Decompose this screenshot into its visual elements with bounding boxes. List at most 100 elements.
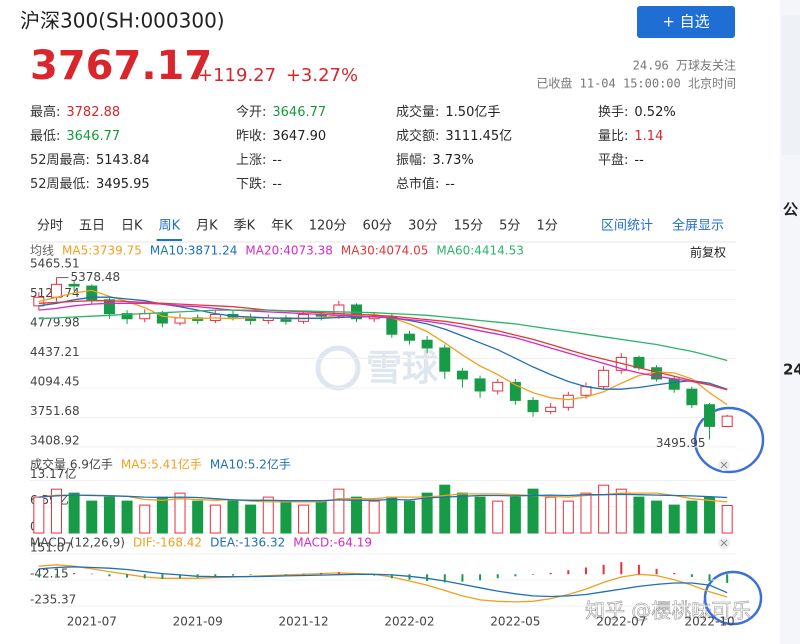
status: 已收盘 11-04 15:00:00 北京时间	[536, 76, 736, 91]
volume-bar	[121, 500, 133, 534]
volume-bar	[86, 500, 98, 534]
legend-entry: MA10:5.2亿手	[210, 457, 291, 472]
legend-entry: MACD (12,26,9)	[30, 536, 125, 550]
candle-body	[156, 313, 168, 324]
legend-entry: MA20:4073.38	[245, 244, 333, 258]
stat-label: 换手:	[598, 105, 628, 120]
stat-label: 振幅:	[396, 153, 426, 168]
follow-button[interactable]	[637, 6, 735, 38]
change-pct: +3.27%	[286, 65, 358, 86]
stat-value: 3111.45亿	[445, 129, 512, 144]
tab[interactable]: 5分	[499, 219, 520, 234]
indicator-line	[38, 564, 728, 603]
stat: 最高: 3782.88	[30, 104, 120, 120]
close-icon[interactable]	[718, 537, 730, 549]
volume-bar	[527, 488, 539, 534]
stat-label: 成交量:	[396, 104, 439, 120]
adjust-mode[interactable]: 前复权	[690, 245, 726, 260]
tab-action[interactable]: 全屏显示	[672, 218, 724, 234]
side-card	[782, 15, 800, 155]
tab[interactable]: 分时	[37, 219, 63, 234]
highlight-circle	[703, 570, 763, 626]
volume-bar	[668, 504, 680, 534]
stat-label: 52周最高:	[30, 152, 90, 168]
indicator-line	[38, 566, 728, 598]
follow-button-label[interactable]: + 自选	[662, 13, 709, 31]
volume-bar	[580, 492, 592, 534]
tab[interactable]: 周K	[159, 219, 181, 234]
stat: 52周最低: 3495.95	[30, 177, 150, 192]
tab[interactable]: 1分	[536, 219, 557, 234]
volume-bar	[615, 488, 627, 534]
side-panel	[780, 0, 800, 644]
legend-entry: MA5:3739.75	[62, 244, 142, 258]
change-abs: +119.27	[198, 65, 276, 86]
legend-entry: DIF:-168.42	[133, 536, 202, 550]
y-tick-label: 3751.68	[30, 404, 80, 418]
volume-bar	[456, 492, 468, 534]
indicator-line	[38, 309, 728, 362]
volume-bar	[598, 484, 610, 534]
y-tick-label: 4437.21	[30, 345, 80, 359]
change: +119.27 +3.27%	[198, 65, 358, 86]
close-icon[interactable]	[718, 459, 730, 471]
tab[interactable]: 日K	[121, 219, 143, 234]
x-tick-label: 2022-05	[490, 615, 540, 629]
x-tick-label: 2022-02	[384, 615, 434, 629]
volume-bar	[704, 496, 716, 534]
stat: 总市值: --	[396, 176, 455, 192]
volume-bar	[333, 488, 345, 534]
volume-bar	[386, 496, 398, 534]
candle-body	[545, 406, 557, 413]
candle-body	[598, 369, 610, 388]
candle-body	[721, 415, 733, 427]
stat-value: --	[272, 153, 282, 168]
volume-bar	[439, 484, 451, 534]
close-icon-x[interactable]	[720, 461, 728, 469]
volume-bar	[368, 500, 380, 534]
candle-body	[580, 386, 592, 396]
candle-body	[103, 299, 115, 315]
stat-value: 3646.77	[272, 105, 326, 120]
tab[interactable]: 30分	[408, 219, 438, 234]
x-tick-label: 2021-09	[173, 615, 223, 629]
stat-label: 上涨:	[236, 153, 266, 168]
volume-bar	[421, 492, 433, 534]
tab[interactable]: 季K	[234, 219, 256, 234]
tab[interactable]: 年K	[271, 219, 293, 234]
stat-value: 3646.77	[66, 129, 120, 144]
volume-bar	[50, 488, 62, 534]
x-tick-label: 2021-07	[67, 615, 117, 629]
close-icon-x[interactable]	[720, 539, 728, 547]
candle-body	[386, 316, 398, 335]
tab[interactable]: 15分	[454, 219, 484, 234]
tab-action[interactable]: 区间统计	[601, 219, 653, 234]
stat-value: 1.14	[634, 129, 663, 144]
stat-value: 0.52%	[634, 105, 675, 120]
candle-body	[704, 404, 716, 427]
tab[interactable]: 五日	[79, 219, 105, 234]
volume-bar	[651, 500, 663, 534]
tab[interactable]: 120分	[309, 219, 347, 234]
indicator-line	[38, 302, 728, 391]
legend-entry: MA5:5.41亿手	[121, 457, 202, 472]
stat-label: 最低:	[30, 129, 60, 144]
candle-body	[333, 304, 345, 317]
extreme-label: 3495.95	[656, 436, 706, 450]
stat: 振幅: 3.73%	[396, 153, 474, 168]
chart-candlestick: 5465.515122.744779.984437.214094.453751.…	[30, 244, 736, 450]
stat-value: 3647.90	[272, 129, 326, 144]
stat: 换手: 0.52%	[598, 105, 676, 120]
side-text: 24	[783, 361, 800, 379]
volume-bar	[403, 500, 415, 534]
tab[interactable]: 60分	[363, 219, 393, 234]
candle-body	[456, 370, 468, 380]
volume-bar	[315, 500, 327, 534]
stat-value: --	[634, 153, 644, 168]
tab[interactable]: 月K	[196, 219, 218, 234]
stat-label: 最高:	[30, 104, 60, 120]
candle-body	[474, 378, 486, 392]
stat-value: --	[445, 177, 455, 192]
